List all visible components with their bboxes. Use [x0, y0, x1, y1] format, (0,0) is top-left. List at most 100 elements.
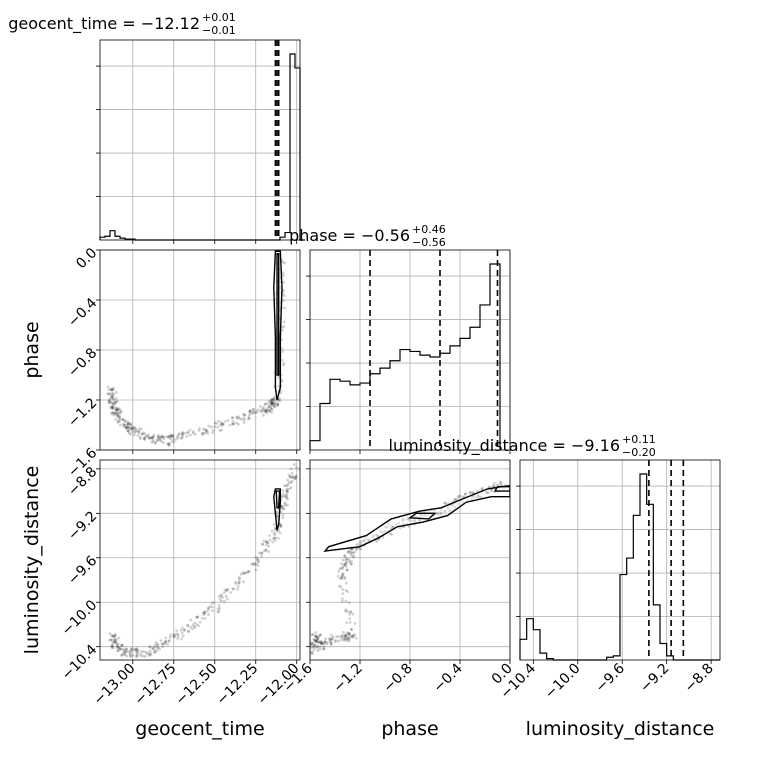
scatter-point [167, 434, 171, 438]
scatter-point [275, 529, 279, 533]
scatter-point [345, 621, 349, 625]
scatter-point [235, 415, 238, 419]
scatter-point [256, 408, 260, 412]
scatter-point [344, 634, 348, 638]
scatter-point [267, 550, 270, 553]
scatter-point [272, 398, 276, 402]
scatter-point [406, 518, 410, 522]
scatter-point [267, 400, 271, 403]
scatter-point [324, 637, 327, 641]
scatter-point [135, 647, 139, 651]
scatter-point [222, 591, 226, 595]
scatter-point [144, 650, 148, 654]
scatter-point [230, 422, 234, 426]
scatter-point [282, 325, 286, 329]
scatter-point [218, 597, 222, 601]
scatter-point [340, 636, 344, 639]
scatter-point [139, 437, 142, 441]
scatter-point [154, 641, 158, 644]
scatter-point [417, 519, 421, 522]
scatter-point [492, 481, 496, 485]
x-axis-label-phase: phase [381, 718, 438, 740]
scatter-point [164, 636, 168, 640]
scatter-point [116, 408, 119, 412]
scatter-point [147, 652, 151, 656]
scatter-point [147, 436, 151, 440]
scatter-point [347, 550, 351, 554]
scatter-point [110, 393, 114, 397]
scatter-point [207, 613, 210, 617]
scatter-point [156, 643, 160, 646]
axes-frame [519, 459, 721, 661]
scatter-point [134, 429, 138, 433]
scatter-point [344, 557, 348, 561]
scatter-point [280, 379, 284, 383]
scatter-point [129, 422, 132, 426]
scatter-point [236, 587, 239, 591]
scatter-point [239, 572, 243, 576]
title-plus-error: +0.11 [622, 433, 656, 446]
scatter-point [251, 408, 255, 411]
scatter-point [271, 399, 274, 403]
scatter-point [318, 634, 321, 638]
x-axis-label-luminosity_distance: luminosity_distance [526, 718, 715, 740]
scatter-point [212, 601, 216, 604]
scatter-point [269, 398, 273, 402]
scatter-point [463, 492, 467, 496]
scatter-point [351, 555, 355, 559]
scatter-point [489, 488, 493, 492]
scatter-point [499, 481, 503, 485]
scatter-point [270, 410, 274, 414]
scatter-point [348, 617, 352, 620]
scatter-point [348, 621, 352, 624]
scatter-point [388, 532, 392, 536]
scatter-point [110, 388, 114, 392]
scatter-point [355, 543, 358, 546]
scatter-point [341, 588, 345, 592]
scatter-point [360, 539, 364, 543]
scatter-point [247, 415, 251, 419]
scatter-point [283, 261, 287, 265]
scatter-point [171, 434, 175, 438]
scatter-point [117, 407, 121, 410]
scatter-point [142, 437, 146, 441]
scatter-point [136, 433, 140, 437]
scatter-point [113, 637, 117, 641]
scatter-point [120, 643, 124, 647]
scatter-point [443, 501, 446, 505]
scatter-point [268, 405, 271, 409]
scatter-point [260, 552, 264, 555]
scatter-point [122, 422, 125, 426]
scatter-point [269, 402, 273, 406]
scatter-point [265, 409, 269, 412]
scatter-point [129, 651, 132, 655]
scatter-point [164, 640, 168, 644]
scatter-point [310, 643, 313, 647]
scatter-point [353, 550, 357, 554]
scatter-point [135, 649, 139, 653]
scatter-point [162, 441, 166, 444]
scatter-point [352, 635, 355, 639]
scatter-point [281, 505, 284, 508]
scatter-point [344, 635, 348, 639]
scatter-point [276, 385, 280, 388]
scatter-point [116, 420, 120, 424]
scatter-point [138, 435, 142, 439]
scatter-point [341, 592, 345, 595]
scatter-point [261, 542, 265, 546]
scatter-point [260, 410, 264, 414]
scatter-point [114, 641, 118, 644]
scatter-point [294, 474, 298, 478]
scatter-point [350, 559, 353, 563]
scatter-point [218, 428, 222, 432]
scatter-point [236, 423, 240, 426]
scatter-point [335, 635, 339, 639]
scatter-point [284, 484, 288, 488]
scatter-point [341, 558, 345, 562]
scatter-point [204, 431, 207, 435]
scatter-point [341, 565, 345, 568]
scatter-point [129, 423, 133, 427]
scatter-point [148, 645, 152, 649]
scatter-point [344, 634, 347, 638]
scatter-point [210, 605, 214, 609]
